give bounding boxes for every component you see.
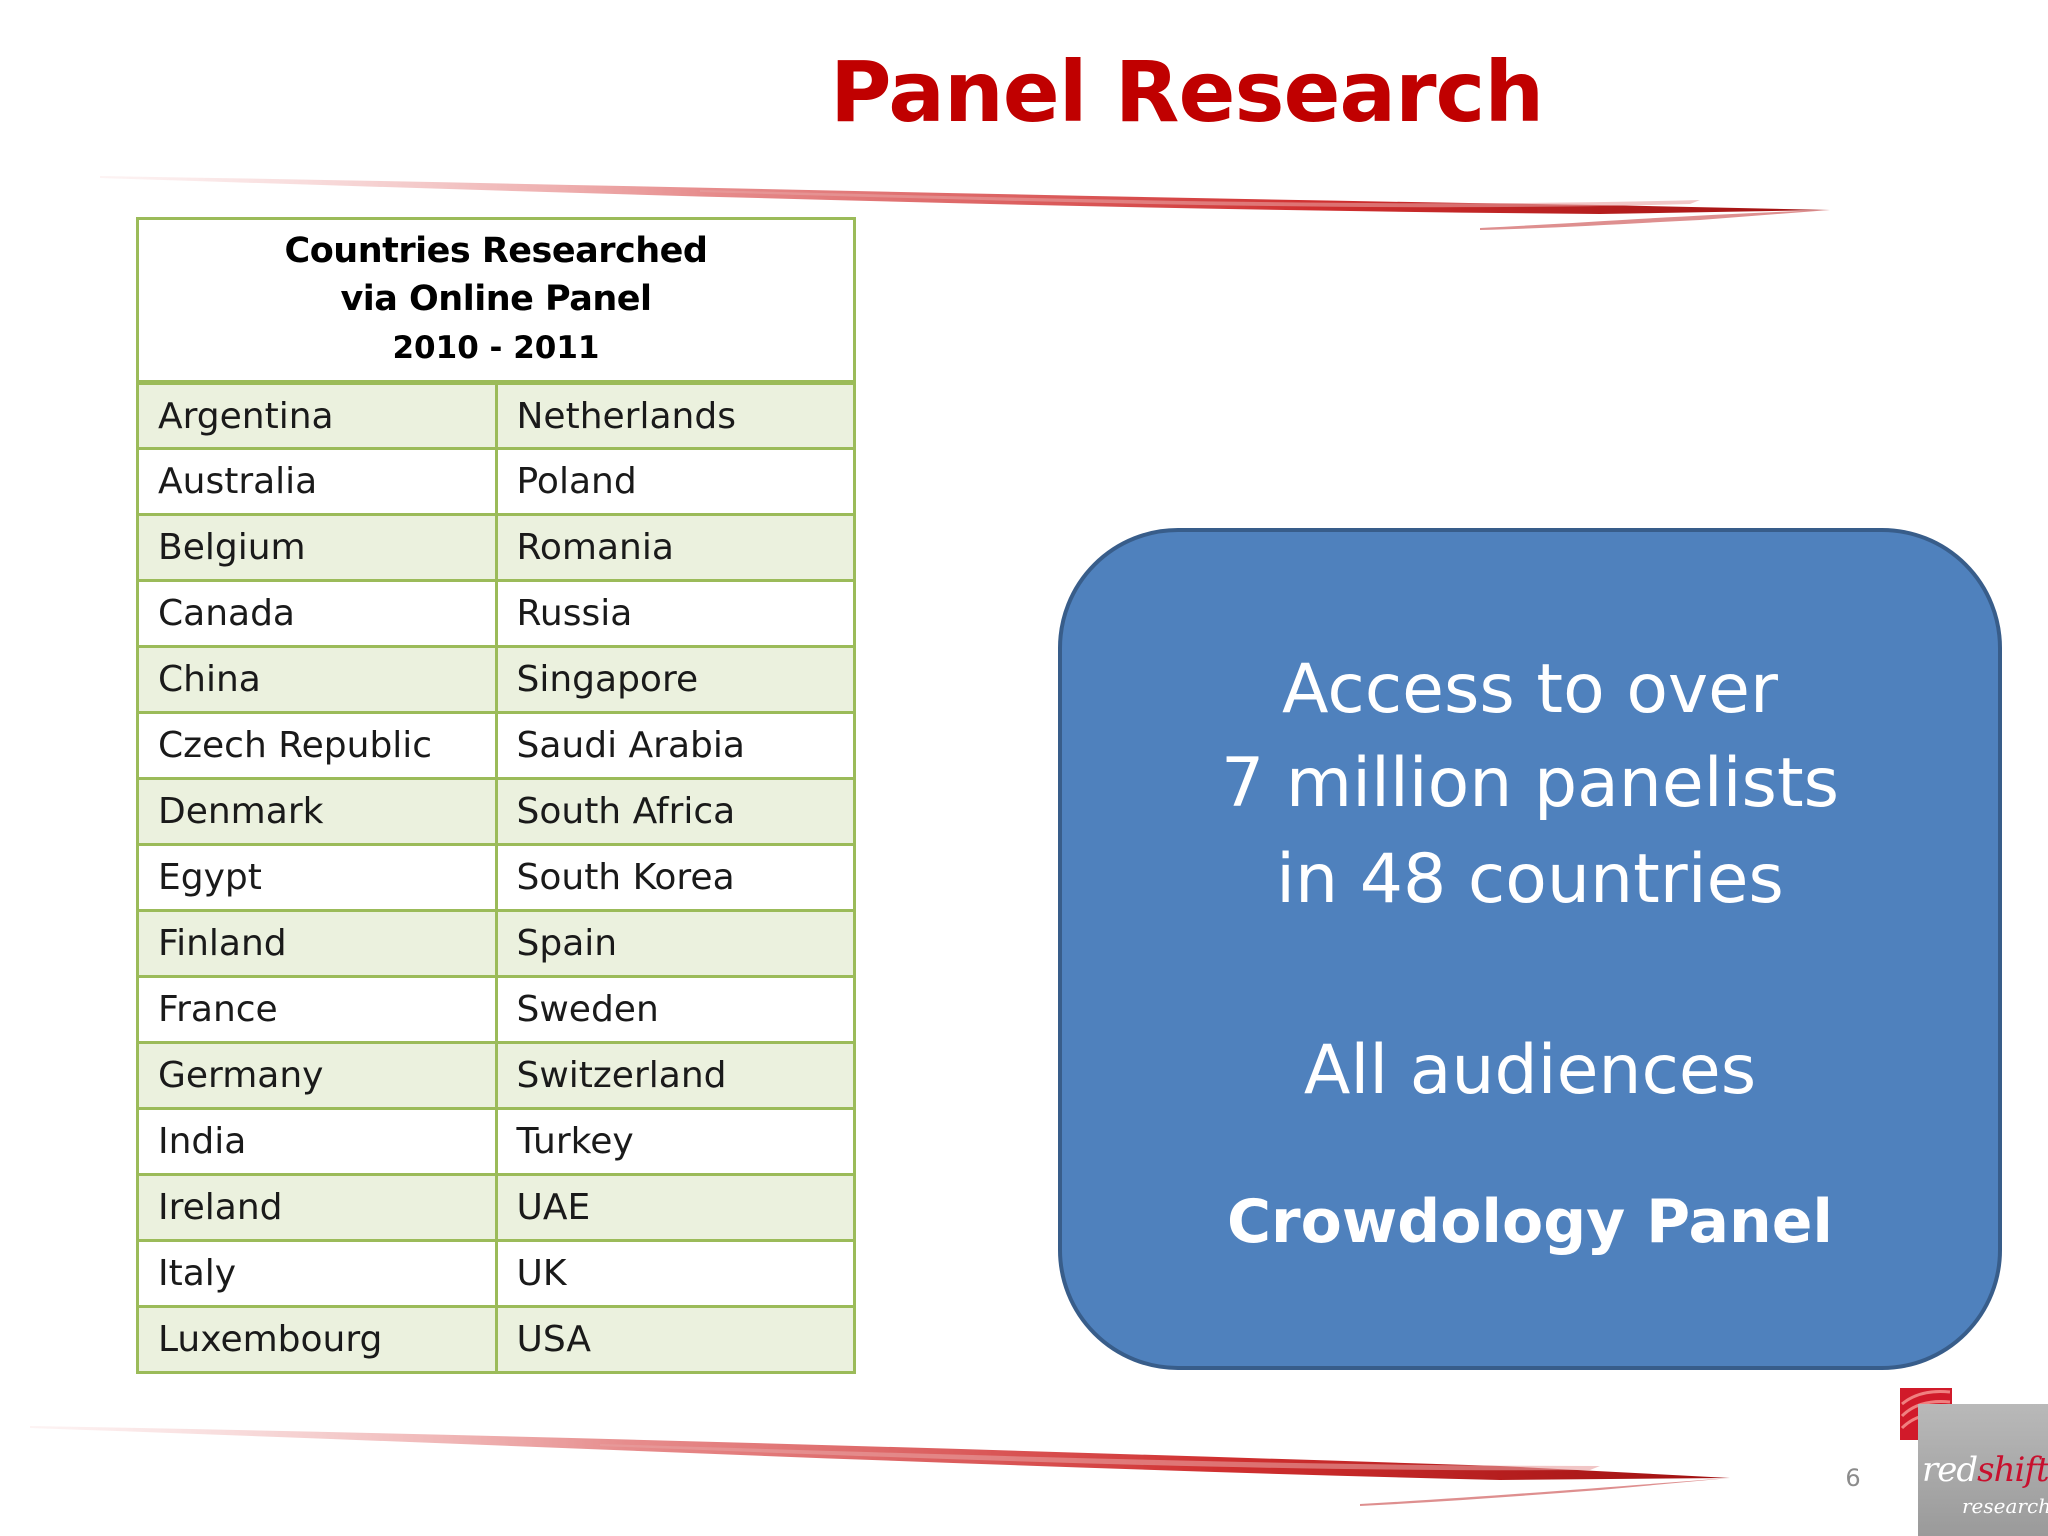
table-cell: Saudi Arabia: [494, 711, 856, 780]
page-number: 6: [1845, 1464, 1861, 1492]
table-cell: Ireland: [136, 1173, 498, 1242]
table-cell: Australia: [136, 447, 498, 516]
table-row: India Turkey: [136, 1107, 856, 1176]
table-cell: Germany: [136, 1041, 498, 1110]
decorative-swoosh-bottom: [30, 1426, 1730, 1506]
table-cell: Czech Republic: [136, 711, 498, 780]
table-row: Germany Switzerland: [136, 1041, 856, 1110]
table-cell: Denmark: [136, 777, 498, 846]
table-cell: China: [136, 645, 498, 714]
info-line-panelists: 7 million panelists: [1220, 744, 1840, 823]
redshift-logo: redshift research: [1900, 1386, 2048, 1536]
table-cell: USA: [494, 1305, 856, 1374]
table-cell: Russia: [494, 579, 856, 648]
table-cell: South Korea: [494, 843, 856, 912]
table-row: China Singapore: [136, 645, 856, 714]
table-cell: France: [136, 975, 498, 1044]
logo-word-shift: shift: [1977, 1450, 2048, 1490]
table-header: Countries Researched via Online Panel 20…: [137, 218, 855, 385]
table-row: Australia Poland: [136, 447, 856, 516]
table-cell: Luxembourg: [136, 1305, 498, 1374]
table-cell: UAE: [494, 1173, 856, 1242]
table-row: France Sweden: [136, 975, 856, 1044]
table-cell: Poland: [494, 447, 856, 516]
info-line-audiences: All audiences: [1303, 1031, 1757, 1110]
table-row: Denmark South Africa: [136, 777, 856, 846]
table-row: Argentina Netherlands: [136, 381, 856, 450]
table-cell: Italy: [136, 1239, 498, 1308]
table-row: Belgium Romania: [136, 513, 856, 582]
info-line-panel-name: Crowdology Panel: [1226, 1187, 1833, 1257]
logo-grey-panel: [1918, 1404, 2048, 1536]
table-row: Finland Spain: [136, 909, 856, 978]
table-row: Luxembourg USA: [136, 1305, 856, 1374]
table-cell: Romania: [494, 513, 856, 582]
logo-word-red: red: [1922, 1450, 1978, 1490]
info-line-access: Access to over: [1282, 650, 1778, 729]
table-row: Czech Republic Saudi Arabia: [136, 711, 856, 780]
table-cell: UK: [494, 1239, 856, 1308]
panel-info-box: Access to over 7 million panelists in 48…: [1058, 528, 2002, 1370]
table-row: Egypt South Korea: [136, 843, 856, 912]
logo-wordmark: redshift: [1922, 1450, 2048, 1490]
table-row: Ireland UAE: [136, 1173, 856, 1242]
table-cell: India: [136, 1107, 498, 1176]
table-cell: Spain: [494, 909, 856, 978]
table-row: Italy UK: [136, 1239, 856, 1308]
table-header-row: Countries Researched via Online Panel 20…: [137, 218, 855, 385]
table-cell: Switzerland: [494, 1041, 856, 1110]
slide-title: Panel Research: [830, 43, 1544, 141]
table-cell: Belgium: [136, 513, 498, 582]
table-cell: Argentina: [136, 381, 498, 450]
table-cell: Egypt: [136, 843, 498, 912]
table-cell: Singapore: [494, 645, 856, 714]
countries-table: Countries Researched via Online Panel 20…: [136, 217, 856, 1374]
table-cell: Turkey: [494, 1107, 856, 1176]
table-header-line1: Countries Researched: [284, 231, 708, 271]
table-row: Canada Russia: [136, 579, 856, 648]
table-cell: Netherlands: [494, 381, 856, 450]
decorative-swoosh-top: [100, 176, 1830, 230]
table-cell: Sweden: [494, 975, 856, 1044]
table-header-years: 2010 - 2011: [392, 330, 600, 366]
table-cell: South Africa: [494, 777, 856, 846]
table-cell: Finland: [136, 909, 498, 978]
table-header-line2: via Online Panel: [340, 279, 652, 319]
info-line-countries: in 48 countries: [1276, 840, 1784, 919]
logo-subtitle: research: [1962, 1494, 2048, 1518]
table-cell: Canada: [136, 579, 498, 648]
